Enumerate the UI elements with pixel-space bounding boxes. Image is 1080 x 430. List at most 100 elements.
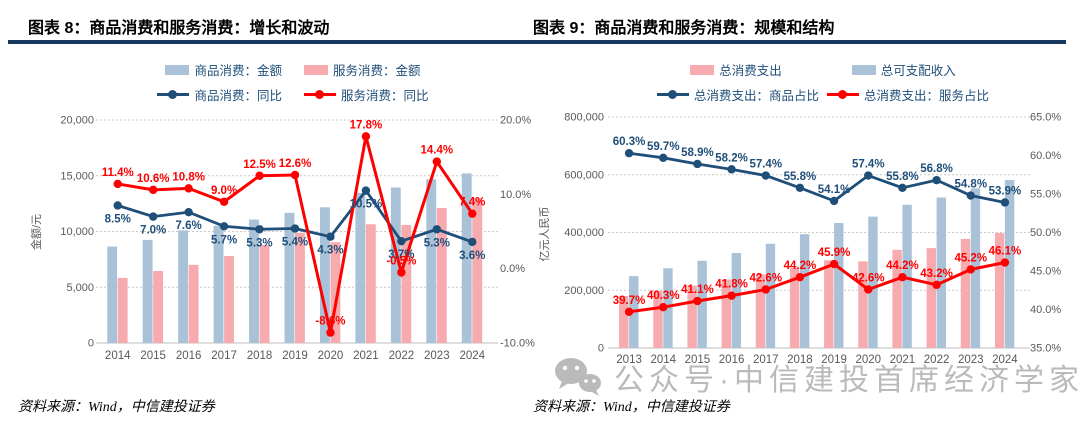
y-axis-tick-label: 600,000 xyxy=(564,169,604,181)
legend-item: 总可支配收入 xyxy=(851,60,956,79)
data-label: 7.6% xyxy=(176,220,202,232)
bar xyxy=(284,212,295,343)
legend-row-lines: 商品消费：同比 服务消费：同比 xyxy=(56,85,530,104)
data-label: 5.4% xyxy=(282,237,308,249)
x-axis-label: 2022 xyxy=(389,350,415,362)
data-label: 41.8% xyxy=(715,279,748,291)
legend-bar-swatch xyxy=(165,64,190,75)
bar xyxy=(365,224,376,343)
x-axis-label: 2014 xyxy=(650,354,676,366)
data-label: 58.2% xyxy=(715,152,748,164)
source-note: 资料来源：Wind，中信建投证券 xyxy=(18,400,215,415)
y-axis-title: 亿元人民币 xyxy=(538,207,551,262)
legend-bar-swatch xyxy=(690,64,715,75)
line-point xyxy=(624,307,634,317)
legend-label: 商品消费：同比 xyxy=(194,89,282,103)
line-point xyxy=(290,170,300,180)
chart-title: 图表 9：商品消费和服务消费：规模和结构 xyxy=(533,20,835,37)
data-label: 42.6% xyxy=(852,272,885,284)
legend-row-bars: 总消费支出 总可支配收入 xyxy=(568,60,1078,79)
combo-chart-canvas: 0 5,000 10,000 15,000 20,000 -10.0% 0.0% 10.0% 2… xyxy=(29,115,535,363)
data-label: 43.2% xyxy=(920,268,953,280)
line-point xyxy=(113,179,122,189)
legend-label: 服务消费：同比 xyxy=(341,89,429,103)
bar xyxy=(330,242,341,343)
data-label: 10.5% xyxy=(350,199,383,211)
x-axis-label: 2021 xyxy=(353,350,379,362)
y-axis-tick-label: 200,000 xyxy=(564,285,604,297)
x-axis-label: 2016 xyxy=(176,350,202,362)
data-label: -8.6% xyxy=(315,316,345,328)
bar xyxy=(426,179,437,343)
bar xyxy=(892,249,902,348)
bar xyxy=(142,239,153,343)
line-point xyxy=(219,197,229,206)
bar xyxy=(1004,179,1015,348)
bar xyxy=(213,225,224,343)
bar xyxy=(868,216,878,348)
line-point xyxy=(727,165,736,174)
x-axis-label: 2020 xyxy=(318,350,344,362)
chart-legend: 总消费支出 总可支配收入 总消费支出：商品占比 总消费支出：服务占比 xyxy=(528,60,1078,104)
y2-axis-tick-label: 60.0% xyxy=(1030,150,1061,162)
data-label: 53.9% xyxy=(989,185,1022,197)
bar xyxy=(721,279,731,348)
legend-line-swatch xyxy=(656,89,689,99)
line-point xyxy=(113,201,122,210)
legend-bar-swatch xyxy=(851,64,876,75)
chart-legend: 商品消费：金额 服务消费：金额 商品消费：同比 服务消费：同比 xyxy=(10,60,530,104)
data-label: 56.8% xyxy=(920,163,953,175)
data-label: 41.1% xyxy=(681,284,714,296)
line-point xyxy=(397,236,406,246)
y2-axis-tick-label: 65.0% xyxy=(1030,112,1061,124)
line-point xyxy=(795,272,805,282)
legend-row-lines: 总消费支出：商品占比 总消费支出：服务占比 xyxy=(568,85,1078,104)
data-label: 4.3% xyxy=(317,245,343,257)
x-axis-label: 2021 xyxy=(890,354,916,366)
legend-label: 总消费支出：商品占比 xyxy=(693,89,819,103)
line-point xyxy=(761,285,770,294)
data-label: 17.8% xyxy=(350,119,383,131)
line-point xyxy=(727,291,736,300)
y-axis-title: 金额/元 xyxy=(29,214,43,250)
y2-axis-tick-label: 55.0% xyxy=(1030,189,1061,201)
legend-label: 服务消费：金额 xyxy=(333,64,421,78)
legend-line-swatch xyxy=(827,89,859,99)
legend-item: 总消费支出：服务占比 xyxy=(827,85,989,104)
y-axis-tick-label: 0 xyxy=(598,343,604,355)
y2-axis-tick-label: 35.0% xyxy=(1030,343,1061,355)
data-label: 9.0% xyxy=(211,185,237,197)
legend-label: 商品消费：金额 xyxy=(194,64,282,78)
data-label: 11.4% xyxy=(102,167,134,179)
line-point xyxy=(864,171,873,180)
line-series xyxy=(628,261,1006,314)
line-point xyxy=(829,259,839,269)
legend-bar-swatch xyxy=(304,64,328,75)
x-axis-label: 2019 xyxy=(821,354,847,366)
line-point xyxy=(864,285,873,294)
line-point xyxy=(693,159,702,169)
x-axis-label: 2022 xyxy=(924,354,950,366)
line-point xyxy=(966,191,975,200)
data-label: 5.7% xyxy=(211,234,237,246)
bar xyxy=(663,268,673,348)
line-point xyxy=(659,153,668,163)
bar xyxy=(153,270,164,343)
line-point xyxy=(1000,258,1010,267)
legend-item: 服务消费：金额 xyxy=(304,60,421,79)
bar xyxy=(117,277,128,343)
data-label: 14.4% xyxy=(421,145,454,157)
y2-axis-tick-label: 10.0% xyxy=(500,189,531,201)
y2-axis-tick-label: 40.0% xyxy=(1030,304,1061,316)
bar-series xyxy=(107,173,472,343)
x-axis-label: 2017 xyxy=(211,350,237,362)
x-axis-label: 2019 xyxy=(282,350,308,362)
y-axis-tick-label: 10,000 xyxy=(60,226,94,238)
combo-chart-canvas: 0 200,000 400,000 600,000 800,000 35.0% 40.0% 4… xyxy=(538,112,1061,367)
data-label: 7.0% xyxy=(140,225,166,237)
y-axis-tick-label: 800,000 xyxy=(564,112,604,124)
legend-label: 总可支配收入 xyxy=(880,64,956,78)
x-axis-label: 2015 xyxy=(140,350,166,362)
y2-axis-tick-label: -10.0% xyxy=(500,338,535,350)
